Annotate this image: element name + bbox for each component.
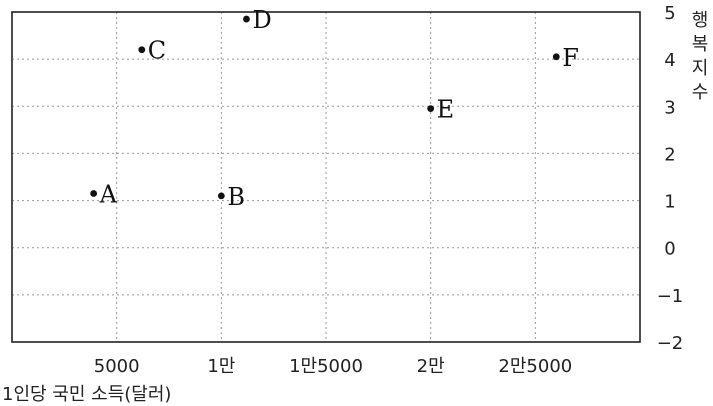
data-label-e: E — [437, 96, 455, 124]
x-tick-label: 2만5000 — [498, 356, 572, 377]
grid-lines — [12, 12, 640, 342]
y-tick-label: 0 — [664, 239, 675, 260]
data-point-d — [243, 15, 250, 23]
y-tick-label: 4 — [664, 50, 675, 71]
data-label-b: B — [227, 183, 245, 211]
data-point-e — [427, 105, 435, 113]
x-axis-title: 1인당 국민 소득(달러) — [2, 384, 171, 405]
y-tick-labels: 5 4 3 2 1 0 −1 −2 — [657, 3, 684, 354]
data-label-a: A — [99, 181, 118, 209]
y-axis-title-char: 수 — [692, 82, 709, 103]
y-tick-label: 2 — [664, 144, 675, 165]
x-tick-label: 2만 — [417, 356, 445, 377]
x-tick-label: 1만 — [207, 356, 235, 377]
x-tick-label: 1만5000 — [289, 356, 363, 377]
x-tick-label: 5000 — [94, 356, 140, 377]
y-tick-label: 3 — [664, 97, 675, 118]
y-tick-label: −1 — [657, 286, 684, 307]
data-label-d: D — [252, 6, 271, 34]
data-label-c: C — [148, 37, 166, 65]
y-axis-title-char: 복 — [692, 34, 709, 55]
data-points: A B C D E F — [90, 6, 579, 211]
data-point-a — [90, 190, 98, 197]
data-point-b — [217, 192, 225, 200]
x-tick-labels: 5000 1만 1만5000 2만 2만5000 — [94, 356, 572, 377]
y-tick-label: 5 — [664, 3, 675, 24]
y-axis-title-char: 지 — [692, 58, 709, 79]
data-point-c — [138, 46, 146, 54]
y-tick-label: 1 — [664, 192, 675, 213]
plot-frame — [11, 11, 641, 343]
y-axis-title-char: 행 — [692, 10, 709, 31]
data-label-f: F — [562, 44, 579, 72]
data-point-f — [552, 53, 560, 61]
y-tick-label: −2 — [657, 333, 684, 354]
